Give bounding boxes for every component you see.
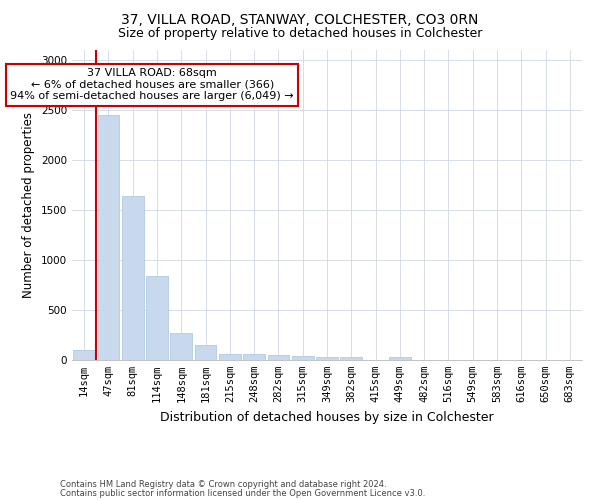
Bar (194, 345, 217, 360)
Bar (389, 357, 411, 360)
Text: Contains public sector information licensed under the Open Government Licence v3: Contains public sector information licen… (60, 490, 425, 498)
Bar (316, 357, 338, 360)
Bar (146, 276, 168, 360)
Bar (73, 350, 95, 360)
Bar (268, 355, 289, 360)
Y-axis label: Number of detached properties: Number of detached properties (22, 112, 35, 298)
Bar (292, 356, 314, 360)
Text: 37, VILLA ROAD, STANWAY, COLCHESTER, CO3 0RN: 37, VILLA ROAD, STANWAY, COLCHESTER, CO3… (121, 12, 479, 26)
Text: Contains HM Land Registry data © Crown copyright and database right 2024.: Contains HM Land Registry data © Crown c… (60, 480, 386, 489)
Bar (97, 115, 119, 360)
Bar (122, 196, 143, 360)
Bar (243, 354, 265, 360)
Bar (219, 354, 241, 360)
X-axis label: Distribution of detached houses by size in Colchester: Distribution of detached houses by size … (160, 410, 494, 424)
Text: 37 VILLA ROAD: 68sqm
← 6% of detached houses are smaller (366)
94% of semi-detac: 37 VILLA ROAD: 68sqm ← 6% of detached ho… (10, 68, 294, 101)
Bar (340, 357, 362, 360)
Bar (170, 333, 192, 360)
Text: Size of property relative to detached houses in Colchester: Size of property relative to detached ho… (118, 28, 482, 40)
